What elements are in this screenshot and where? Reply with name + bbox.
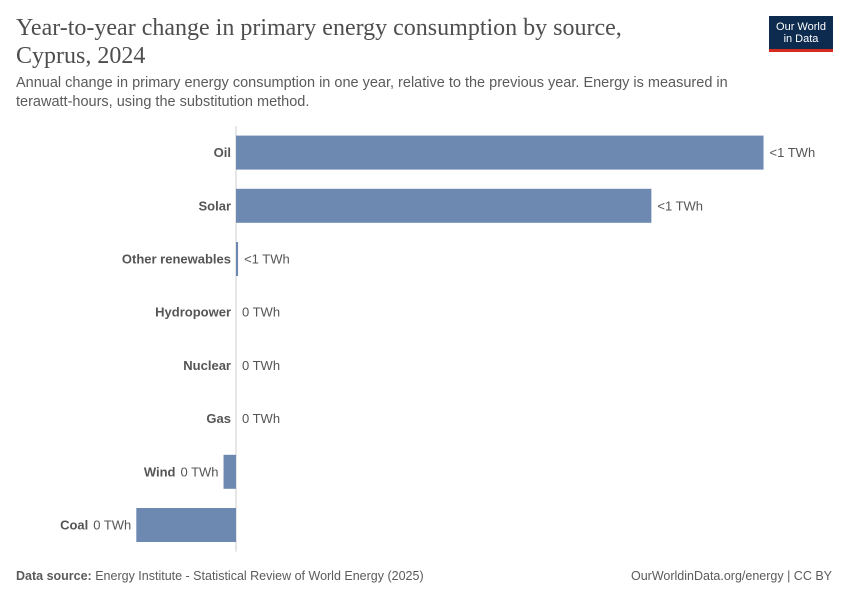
category-label: Other renewables bbox=[122, 252, 231, 267]
value-label: <1 TWh bbox=[657, 198, 703, 213]
bar-solar[interactable] bbox=[236, 188, 652, 223]
value-label: 0 TWh bbox=[180, 464, 218, 479]
logo-line-1: Our World bbox=[776, 20, 826, 33]
category-label: Solar bbox=[198, 198, 231, 213]
category-label: Nuclear bbox=[183, 358, 231, 373]
category-label: Hydropower bbox=[155, 305, 231, 320]
data-source: Data source: Energy Institute - Statisti… bbox=[16, 569, 424, 583]
bar-coal[interactable] bbox=[136, 508, 236, 542]
logo-line-2: in Data bbox=[783, 32, 819, 45]
bar-other-renewables[interactable] bbox=[236, 242, 239, 276]
chart-subtitle: Annual change in primary energy consumpt… bbox=[16, 75, 728, 110]
value-label: 0 TWh bbox=[242, 305, 280, 320]
data-source-label: Data source: bbox=[16, 569, 92, 583]
value-label: <1 TWh bbox=[244, 252, 290, 267]
value-label: 0 TWh bbox=[93, 518, 131, 533]
value-label: 0 TWh bbox=[242, 411, 280, 426]
value-label: 0 TWh bbox=[242, 358, 280, 373]
bar-oil[interactable] bbox=[236, 135, 764, 170]
data-source-text[interactable]: Energy Institute - Statistical Review of… bbox=[95, 569, 424, 583]
bar-wind[interactable] bbox=[223, 454, 236, 489]
bar-chart: <1 TWh Oil <1 TWh Solar <1 TWh Other renewabl… bbox=[60, 126, 816, 552]
category-label: Gas bbox=[206, 411, 231, 426]
footer-credit[interactable]: OurWorldinData.org/energy | CC BY bbox=[630, 569, 832, 583]
category-label: Wind bbox=[144, 464, 176, 479]
value-label: <1 TWh bbox=[770, 145, 816, 160]
category-label: Oil bbox=[214, 145, 231, 160]
chart-title: Year-to-year change in primary energy co… bbox=[16, 15, 622, 69]
owid-logo[interactable]: Our World in Data bbox=[769, 16, 833, 52]
category-label: Coal bbox=[60, 518, 88, 533]
